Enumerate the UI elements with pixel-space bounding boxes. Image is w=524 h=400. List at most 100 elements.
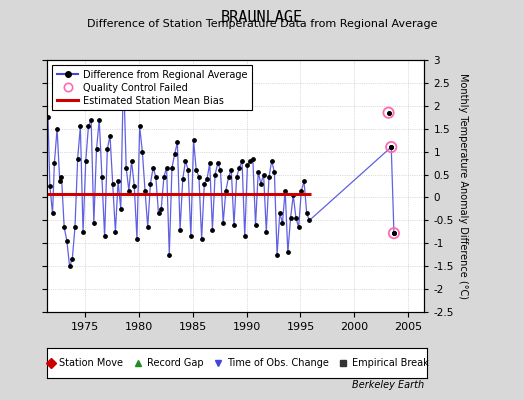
Point — [66, 263, 74, 269]
Point — [243, 162, 252, 168]
Point — [198, 236, 206, 242]
Point — [219, 220, 227, 226]
Y-axis label: Monthly Temperature Anomaly Difference (°C): Monthly Temperature Anomaly Difference (… — [458, 73, 468, 299]
Point — [390, 230, 398, 236]
Point — [95, 116, 103, 123]
Point — [151, 174, 160, 180]
Point — [302, 210, 311, 217]
Point — [195, 174, 203, 180]
Point — [233, 174, 241, 180]
Point — [390, 230, 398, 236]
Point — [257, 180, 265, 187]
Point — [165, 252, 173, 258]
Point — [155, 210, 163, 217]
Point — [111, 229, 119, 235]
Point — [192, 167, 201, 173]
Point — [125, 187, 133, 194]
Point — [176, 226, 184, 233]
Point — [205, 160, 214, 166]
Point — [211, 171, 220, 178]
Point — [168, 164, 176, 171]
Point — [287, 215, 295, 221]
Point — [238, 158, 246, 164]
Point — [73, 155, 82, 162]
Point — [278, 220, 287, 226]
Point — [170, 151, 179, 157]
Point — [127, 158, 136, 164]
Point — [387, 144, 396, 150]
Point — [53, 126, 61, 132]
Text: Difference of Station Temperature Data from Regional Average: Difference of Station Temperature Data f… — [87, 19, 437, 29]
Point — [270, 169, 279, 176]
Point — [48, 210, 57, 217]
Point — [281, 187, 289, 194]
Point — [235, 164, 244, 171]
Point — [82, 158, 90, 164]
Point — [46, 183, 54, 189]
Point — [149, 164, 157, 171]
Point — [249, 155, 257, 162]
Point — [76, 123, 84, 130]
Point — [141, 187, 149, 194]
Point — [106, 132, 114, 139]
Point — [146, 180, 155, 187]
Point — [387, 144, 396, 150]
Point — [160, 174, 168, 180]
Point — [283, 249, 292, 256]
Point — [276, 210, 284, 217]
Point — [68, 256, 77, 262]
Point — [203, 176, 211, 182]
Point — [179, 176, 187, 182]
Point — [136, 123, 144, 130]
Point — [108, 180, 117, 187]
Point — [189, 137, 198, 143]
Point — [297, 187, 305, 194]
Point — [273, 252, 281, 258]
Point — [259, 171, 268, 178]
Point — [187, 233, 195, 240]
Point — [384, 110, 392, 116]
Point — [60, 224, 69, 230]
Point — [57, 174, 66, 180]
Point — [268, 158, 276, 164]
Point — [117, 206, 125, 212]
Point — [262, 229, 270, 235]
Point — [56, 178, 64, 185]
Point — [87, 116, 95, 123]
Point — [222, 187, 230, 194]
Point — [294, 224, 303, 230]
Point — [157, 206, 166, 212]
Point — [230, 222, 238, 228]
Point — [305, 217, 314, 224]
Point — [138, 148, 147, 155]
Point — [84, 123, 93, 130]
Point — [216, 167, 225, 173]
Point — [92, 146, 101, 152]
Point — [63, 238, 71, 244]
Point — [79, 229, 88, 235]
Point — [50, 160, 59, 166]
Point — [384, 110, 392, 116]
Point — [181, 158, 190, 164]
Legend: Difference from Regional Average, Quality Control Failed, Estimated Station Mean: Difference from Regional Average, Qualit… — [52, 65, 253, 110]
Point — [214, 160, 222, 166]
Point — [246, 158, 254, 164]
Point — [130, 183, 138, 189]
Point — [184, 167, 192, 173]
Point — [254, 169, 263, 176]
Point — [98, 174, 106, 180]
Point — [224, 174, 233, 180]
Point — [71, 224, 79, 230]
Point — [208, 226, 216, 233]
Legend: Station Move, Record Gap, Time of Obs. Change, Empirical Break: Station Move, Record Gap, Time of Obs. C… — [43, 355, 431, 371]
Point — [119, 68, 128, 75]
Point — [173, 139, 182, 146]
Point — [101, 233, 109, 240]
Point — [390, 230, 398, 236]
Text: BRAUNLAGE: BRAUNLAGE — [221, 10, 303, 25]
Point — [227, 167, 235, 173]
Text: Berkeley Earth: Berkeley Earth — [352, 380, 424, 390]
Point — [300, 178, 308, 185]
Point — [289, 192, 298, 198]
Point — [252, 222, 260, 228]
